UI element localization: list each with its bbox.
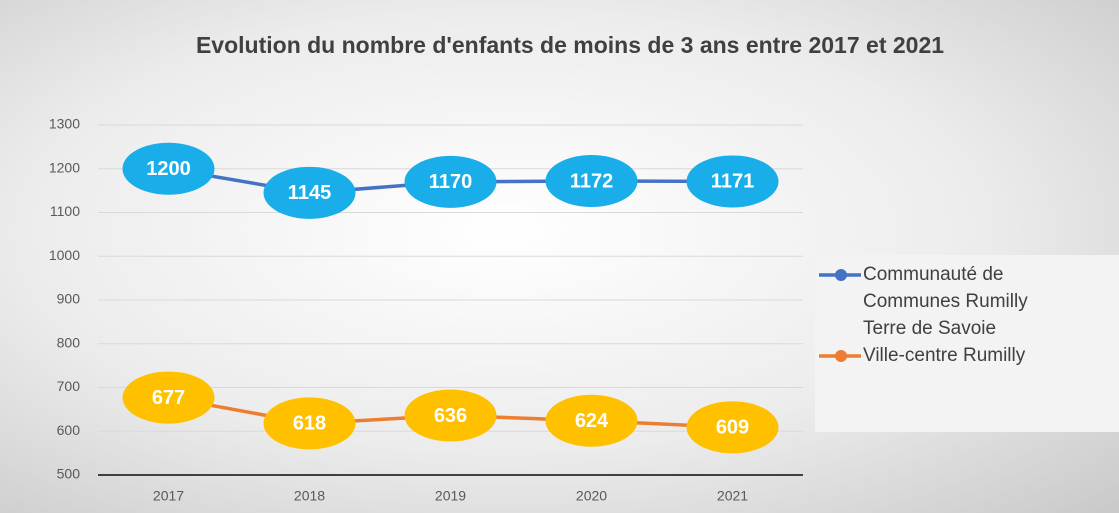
x-tick-label: 2020 — [576, 488, 607, 504]
x-tick-label: 2021 — [717, 488, 748, 504]
data-label-bubble — [122, 142, 215, 195]
data-label: 624 — [575, 410, 609, 432]
legend-marker — [835, 350, 847, 362]
x-tick-label: 2017 — [153, 488, 184, 504]
data-label: 1172 — [570, 170, 613, 192]
data-label: 636 — [434, 405, 467, 427]
y-tick-label: 1000 — [49, 247, 80, 263]
y-tick-label: 900 — [57, 291, 81, 307]
data-label-bubble — [545, 155, 638, 207]
x-tick-label: 2019 — [435, 488, 466, 504]
y-tick-label: 600 — [57, 422, 81, 438]
y-tick-label: 700 — [57, 378, 81, 394]
chart-title: Evolution du nombre d'enfants de moins d… — [196, 32, 944, 58]
data-label-bubble — [122, 371, 215, 424]
legend-icon — [819, 269, 861, 281]
legend-marker — [835, 269, 847, 281]
data-label-bubble — [404, 389, 497, 442]
data-label: 618 — [293, 413, 326, 435]
legend-entry: Ville-centre Rumilly — [815, 342, 1119, 369]
data-label: 1200 — [146, 158, 191, 180]
y-tick-label: 1100 — [50, 203, 80, 219]
data-label-bubble — [263, 166, 356, 219]
legend-icon — [819, 350, 861, 362]
data-label: 1170 — [429, 171, 472, 193]
y-tick-label: 500 — [57, 466, 81, 482]
legend-entry: Communauté de Communes Rumilly Terre de … — [815, 261, 1119, 342]
data-label-bubble — [545, 394, 638, 447]
data-label: 1171 — [711, 171, 754, 193]
data-label-bubble — [404, 155, 497, 208]
data-label: 677 — [152, 387, 185, 409]
data-label-bubble — [686, 401, 779, 454]
data-label-bubble — [263, 397, 356, 450]
y-tick-label: 1300 — [49, 116, 80, 132]
x-tick-label: 2018 — [294, 488, 325, 504]
legend: Communauté de Communes Rumilly Terre de … — [815, 255, 1119, 432]
legend-label: Ville-centre Rumilly — [863, 345, 1026, 366]
data-label: 1145 — [288, 182, 331, 204]
data-label: 609 — [716, 417, 749, 439]
y-tick-label: 1200 — [49, 159, 80, 175]
legend-label: Communauté de Communes Rumilly Terre de … — [863, 264, 1028, 339]
data-label-bubble — [686, 155, 779, 208]
y-tick-label: 800 — [57, 334, 81, 350]
